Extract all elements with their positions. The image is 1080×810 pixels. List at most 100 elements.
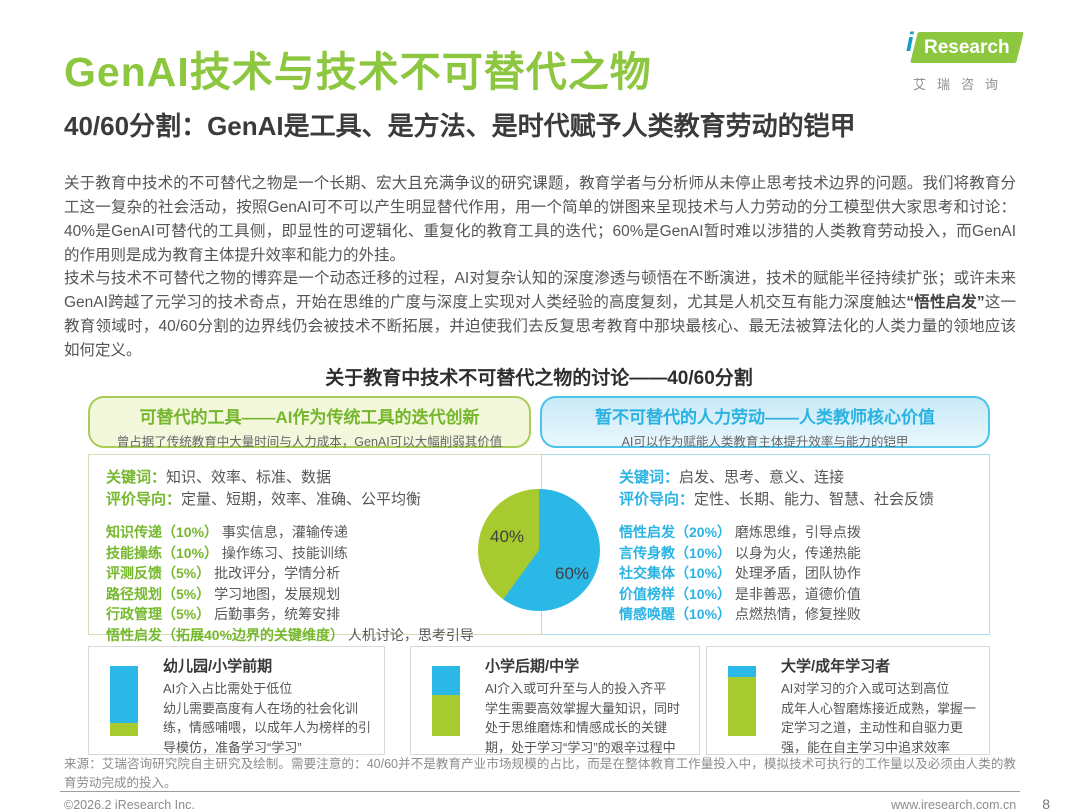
stage-card-kindergarten: 幼儿园/小学前期 AI介入占比需处于低位 幼儿需要高度有人在场的社会化训练，情感… [88, 646, 385, 755]
human-labor-subtitle: AI可以作为赋能人类教育主体提升效率与能力的铠甲 [621, 435, 909, 449]
orientation-value: 定性、长期、能力、智慧、社会反馈 [694, 491, 935, 508]
figure-title: 关于教育中技术不可替代之物的讨论——40/60分割 [325, 368, 753, 389]
item-desc: 磨炼思维，引导点拨 [734, 524, 861, 540]
item-percent: （5%） [162, 565, 211, 581]
stage-title: 大学/成年学习者 [781, 658, 891, 675]
item-desc: 点燃热情，修复挫败 [734, 606, 861, 622]
human-labor-title: 暂不可替代的人力劳动——人类教师核心价值 [595, 408, 935, 427]
item-term: 路径规划 [106, 585, 162, 602]
item-percent: （5%） [162, 585, 211, 602]
keywords-label: 关键词： [106, 469, 167, 486]
page-subtitle: 40/60分割：GenAI是工具、是方法、是时代赋予人类教育劳动的铠甲 [64, 111, 856, 141]
ai-share-bar [728, 666, 756, 736]
list-item: 悟性启发（20%） 磨炼思维，引导点拨 [619, 522, 989, 543]
iresearch-logo: i Research 艾瑞咨询 [900, 27, 1024, 93]
list-item: 情感唤醒（10%） 点燃热情，修复挫败 [619, 604, 989, 625]
logo-wordmark: Research [910, 32, 1024, 63]
item-desc: 是非善恶，道德价值 [734, 585, 861, 602]
right-item-list: 悟性启发（20%） 磨炼思维，引导点拨 言传身教（10%） 以身为火，传递热能 … [619, 522, 989, 625]
item-percent: （20%） [675, 524, 732, 540]
item-percent: （10%） [162, 544, 219, 561]
list-item: 行政管理（5%） 后勤事务，统筹安排 [106, 604, 541, 625]
paragraph2-post: 这一教育领域时，40/60分割的边界线仍会被技术不断拓展，并迫使我们去反复思考教… [64, 294, 1016, 360]
item-desc: 以身为火，传递热能 [734, 544, 861, 561]
stage-headline: AI对学习的介入或可达到高位 [781, 681, 950, 696]
item-term: 行政管理 [106, 606, 162, 622]
website-link[interactable]: www.iresearch.com.cn [891, 798, 1017, 810]
keywords-value: 知识、效率、标准、数据 [166, 469, 332, 486]
list-item: 言传身教（10%） 以身为火，传递热能 [619, 543, 989, 564]
keywords-label: 关键词： [619, 469, 680, 486]
item-desc: 人机讨论，思考引导 [347, 626, 474, 643]
item-desc: 学习地图，发展规划 [214, 585, 341, 602]
stage-headline: AI介入占比需处于低位 [163, 681, 293, 696]
list-item: 知识传递（10%） 事实信息，灌输传递 [106, 522, 541, 543]
stage-headline: AI介入或可升至与人的投入齐平 [485, 681, 667, 696]
item-term: 技能操练 [106, 544, 162, 561]
stage-card-adult-learner: 大学/成年学习者 AI对学习的介入或可达到高位 成年人心智磨炼接近成熟，掌握一定… [706, 646, 990, 755]
intro-paragraph-2: 技术与技术不可替代之物的博弈是一个动态迁移的过程，AI对复杂认知的深度渗透与顿悟… [64, 267, 1016, 362]
paragraph2-pre: 技术与技术不可替代之物的博弈是一个动态迁移的过程，AI对复杂认知的深度渗透与顿悟… [64, 270, 1016, 312]
left-keywords-line: 关键词：知识、效率、标准、数据 [106, 467, 541, 489]
stage-body: 成年人心智磨炼接近成熟，掌握一定学习之道，主动性和自驱力更强，能在自主学习中追求… [781, 700, 977, 755]
intro-paragraphs: 关于教育中技术的不可替代之物是一个长期、宏大且充满争议的研究课题，教育学者与分析… [64, 172, 1016, 363]
list-item: 技能操练（10%） 操作练习、技能训练 [106, 543, 541, 564]
ai-share-segment [728, 676, 756, 736]
footer-divider [60, 791, 1020, 792]
paragraph2-bold-phrase: “悟性启发” [906, 294, 985, 312]
stage-body: 幼儿需要高度有人在场的社会化训练，情感哺喂，以成年人为榜样的引导模仿，准备学习“… [163, 700, 372, 755]
orientation-label: 评价导向： [619, 491, 695, 508]
item-term: 知识传递 [106, 524, 162, 540]
item-desc: 后勤事务，统筹安排 [214, 606, 341, 622]
human-share-segment [728, 666, 756, 677]
pie-label-60: 60% [554, 564, 590, 583]
item-term: 悟性启发 [619, 524, 675, 540]
item-term: 言传身教 [619, 544, 675, 561]
logo-i-glyph: i [906, 27, 914, 57]
replaceable-tools-subtitle: 曾占据了传统教育中大量时间与人力成本，GenAI可以大幅削弱其价值 [116, 435, 503, 449]
item-percent: （10%） [675, 585, 732, 602]
orientation-label: 评价导向： [106, 491, 182, 508]
stage-text: 幼儿园/小学前期 AI介入占比需处于低位 幼儿需要高度有人在场的社会化训练，情感… [163, 655, 376, 757]
ai-share-segment [432, 695, 460, 736]
item-term: 价值榜样 [619, 585, 675, 602]
ai-share-bar [110, 666, 138, 736]
human-share-segment [110, 666, 138, 724]
item-desc: 事实信息，灌输传递 [221, 524, 348, 540]
keywords-value: 启发、思考、意义、连接 [679, 469, 845, 486]
left-orientation-line: 评价导向：定量、短期，效率、准确、公平均衡 [106, 489, 541, 511]
item-percent: （拓展40%边界的关键维度） [162, 626, 345, 643]
human-labor-panel: 关键词：启发、思考、意义、连接 评价导向：定性、长期、能力、智慧、社会反馈 悟性… [541, 454, 990, 635]
replaceable-tools-title: 可替代的工具——AI作为传统工具的迭代创新 [139, 408, 480, 427]
list-item: 评测反馈（5%） 批改评分，学情分析 [106, 563, 541, 584]
item-term: 评测反馈 [106, 565, 162, 581]
human-labor-header: 暂不可替代的人力劳动——人类教师核心价值 AI可以作为赋能人类教育主体提升效率与… [540, 396, 990, 449]
ai-share-bar [432, 666, 460, 736]
list-item: 悟性启发（拓展40%边界的关键维度） 人机讨论，思考引导 [106, 625, 541, 646]
pie-chart: 40% 60% [478, 489, 600, 611]
list-item: 社交集体（10%） 处理矛盾，团队协作 [619, 563, 989, 584]
page-number: 8 [1042, 796, 1050, 810]
human-share-segment [432, 666, 460, 696]
stage-text: 小学后期/中学 AI介入或可升至与人的投入齐平 学生需要高效掌握大量知识，同时处… [485, 655, 691, 757]
right-keywords-line: 关键词：启发、思考、意义、连接 [619, 467, 989, 489]
list-item: 路径规划（5%） 学习地图，发展规划 [106, 584, 541, 605]
stage-body: 学生需要高效掌握大量知识，同时处于思维磨炼和情感成长的关键期，处于学习“学习”的… [485, 700, 681, 755]
item-term: 情感唤醒 [619, 606, 675, 622]
item-percent: （10%） [675, 565, 732, 581]
source-note: 来源：艾瑞咨询研究院自主研究及绘制。需要注意的：40/60并不是教育产业市场规模… [64, 757, 1016, 790]
logo-caption: 艾瑞咨询 [913, 77, 1010, 92]
left-item-list: 知识传递（10%） 事实信息，灌输传递 技能操练（10%） 操作练习、技能训练 … [106, 522, 541, 645]
list-item: 价值榜样（10%） 是非善恶，道德价值 [619, 584, 989, 605]
item-term: 悟性启发 [106, 626, 162, 643]
replaceable-tools-panel: 关键词：知识、效率、标准、数据 评价导向：定量、短期，效率、准确、公平均衡 知识… [88, 454, 542, 643]
ai-share-segment [110, 723, 138, 736]
orientation-value: 定量、短期，效率、准确、公平均衡 [181, 491, 422, 508]
stage-title: 幼儿园/小学前期 [163, 658, 273, 675]
item-percent: （10%） [675, 606, 732, 622]
item-desc: 批改评分，学情分析 [214, 565, 341, 581]
item-desc: 处理矛盾，团队协作 [734, 565, 861, 581]
copyright: ©2026.2 iResearch Inc. [64, 798, 195, 810]
item-percent: （5%） [162, 606, 211, 622]
